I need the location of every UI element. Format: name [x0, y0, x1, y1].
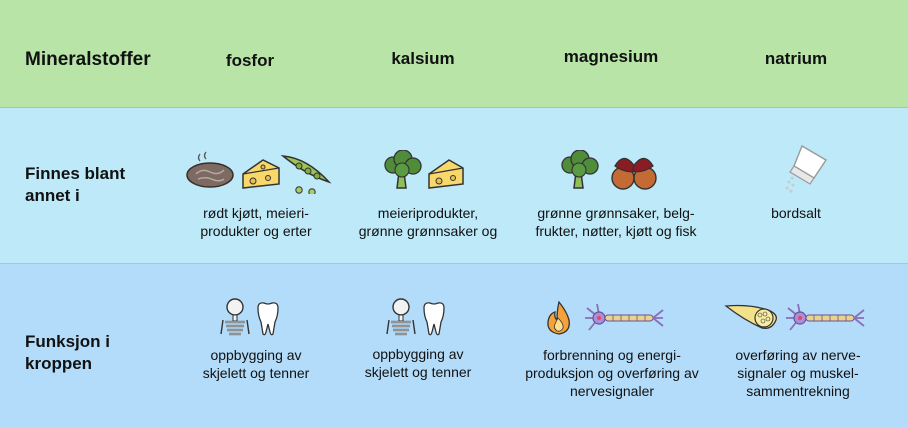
sources-label-line2: annet i	[25, 186, 80, 205]
broccoli-icon	[384, 150, 422, 189]
muscle-fiber-icon	[724, 304, 777, 329]
hazelnut-icon	[611, 157, 657, 190]
magnesium-function-line1: forbrenning og energi-	[543, 347, 681, 363]
fosfor-sources-text: rødt kjøtt, meieri- produkter og erter	[176, 204, 336, 240]
column-header-magnesium: magnesium	[563, 47, 659, 66]
column-header-natrium: natrium	[764, 49, 828, 68]
magnesium-sources-text: grønne grønnsaker, belg- frukter, nøtter…	[516, 204, 716, 240]
cheese-icon	[428, 159, 464, 189]
natrium-sources-line1: bordsalt	[771, 205, 821, 221]
natrium-function-line1: overføring av nerve-	[735, 347, 861, 363]
natrium-function-text: overføring av nerve- signaler og muskel-…	[718, 346, 878, 400]
kalsium-sources-text: meieriprodukter, grønne grønnsaker og	[343, 204, 513, 240]
fosfor-sources-line1: rødt kjøtt, meieri-	[203, 205, 309, 221]
fosfor-sources-line2: produkter og erter	[200, 223, 312, 239]
fosfor-source-icons	[186, 148, 334, 194]
skeleton-icon	[220, 298, 250, 336]
function-row: Funksjon i kroppen oppbygging av skjelet	[0, 264, 908, 427]
skeleton-icon	[386, 298, 416, 336]
fosfor-function-line2: skjelett og tenner	[202, 365, 310, 381]
fosfor-function-text: oppbygging av skjelett og tenner	[176, 346, 336, 382]
sources-row: Finnes blant annet i	[0, 108, 908, 264]
column-header-fosfor: fosfor	[225, 51, 275, 70]
tooth-icon	[423, 302, 445, 336]
natrium-source-icons	[784, 144, 830, 196]
magnesium-function-text: forbrenning og energi- produksjon og ove…	[507, 346, 717, 400]
sources-label: Finnes blant annet i	[25, 163, 165, 207]
column-header-kalsium: kalsium	[391, 49, 455, 68]
magnesium-sources-line2: frukter, nøtter, kjøtt og fisk	[535, 223, 697, 239]
natrium-sources-text: bordsalt	[736, 204, 856, 222]
kalsium-function-text: oppbygging av skjelett og tenner	[343, 345, 493, 381]
neuron-icon	[585, 303, 664, 331]
cheese-icon	[242, 159, 280, 189]
flame-icon	[547, 300, 570, 335]
natrium-function-line2: signaler og muskel-	[737, 365, 859, 381]
header-label: Mineralstoffer	[25, 49, 151, 70]
kalsium-sources-line1: meieriprodukter,	[377, 205, 479, 221]
kalsium-sources-line2: grønne grønnsaker og	[358, 223, 498, 239]
magnesium-function-icons	[545, 300, 667, 336]
function-label: Funksjon i kroppen	[25, 331, 165, 375]
kalsium-function-line2: skjelett og tenner	[364, 364, 472, 380]
fosfor-function-line1: oppbygging av	[210, 347, 302, 363]
magnesium-sources-line1: grønne grønnsaker, belg-	[537, 205, 695, 221]
natrium-function-icons	[724, 300, 868, 336]
neuron-icon	[786, 303, 865, 331]
kalsium-function-icons	[386, 298, 450, 338]
header-row: Mineralstoffer fosfor kalsium magnesium …	[0, 0, 908, 108]
magnesium-source-icons	[561, 150, 665, 192]
kalsium-source-icons	[384, 150, 468, 192]
function-label-line2: kroppen	[25, 354, 93, 373]
salt-shaker-icon	[785, 144, 827, 193]
sources-label-line1: Finnes blant	[25, 164, 126, 183]
magnesium-function-line3: nervesignaler	[569, 383, 655, 399]
magnesium-function-line2: produksjon og overføring av	[525, 365, 699, 381]
tooth-icon	[257, 302, 279, 336]
function-label-line1: Funksjon i	[25, 332, 110, 351]
steak-icon	[186, 151, 234, 188]
peas-icon	[280, 155, 332, 194]
broccoli-icon	[561, 150, 599, 189]
kalsium-function-line1: oppbygging av	[372, 346, 464, 362]
natrium-function-line3: sammentrekning	[746, 383, 850, 399]
fosfor-function-icons	[220, 298, 284, 338]
